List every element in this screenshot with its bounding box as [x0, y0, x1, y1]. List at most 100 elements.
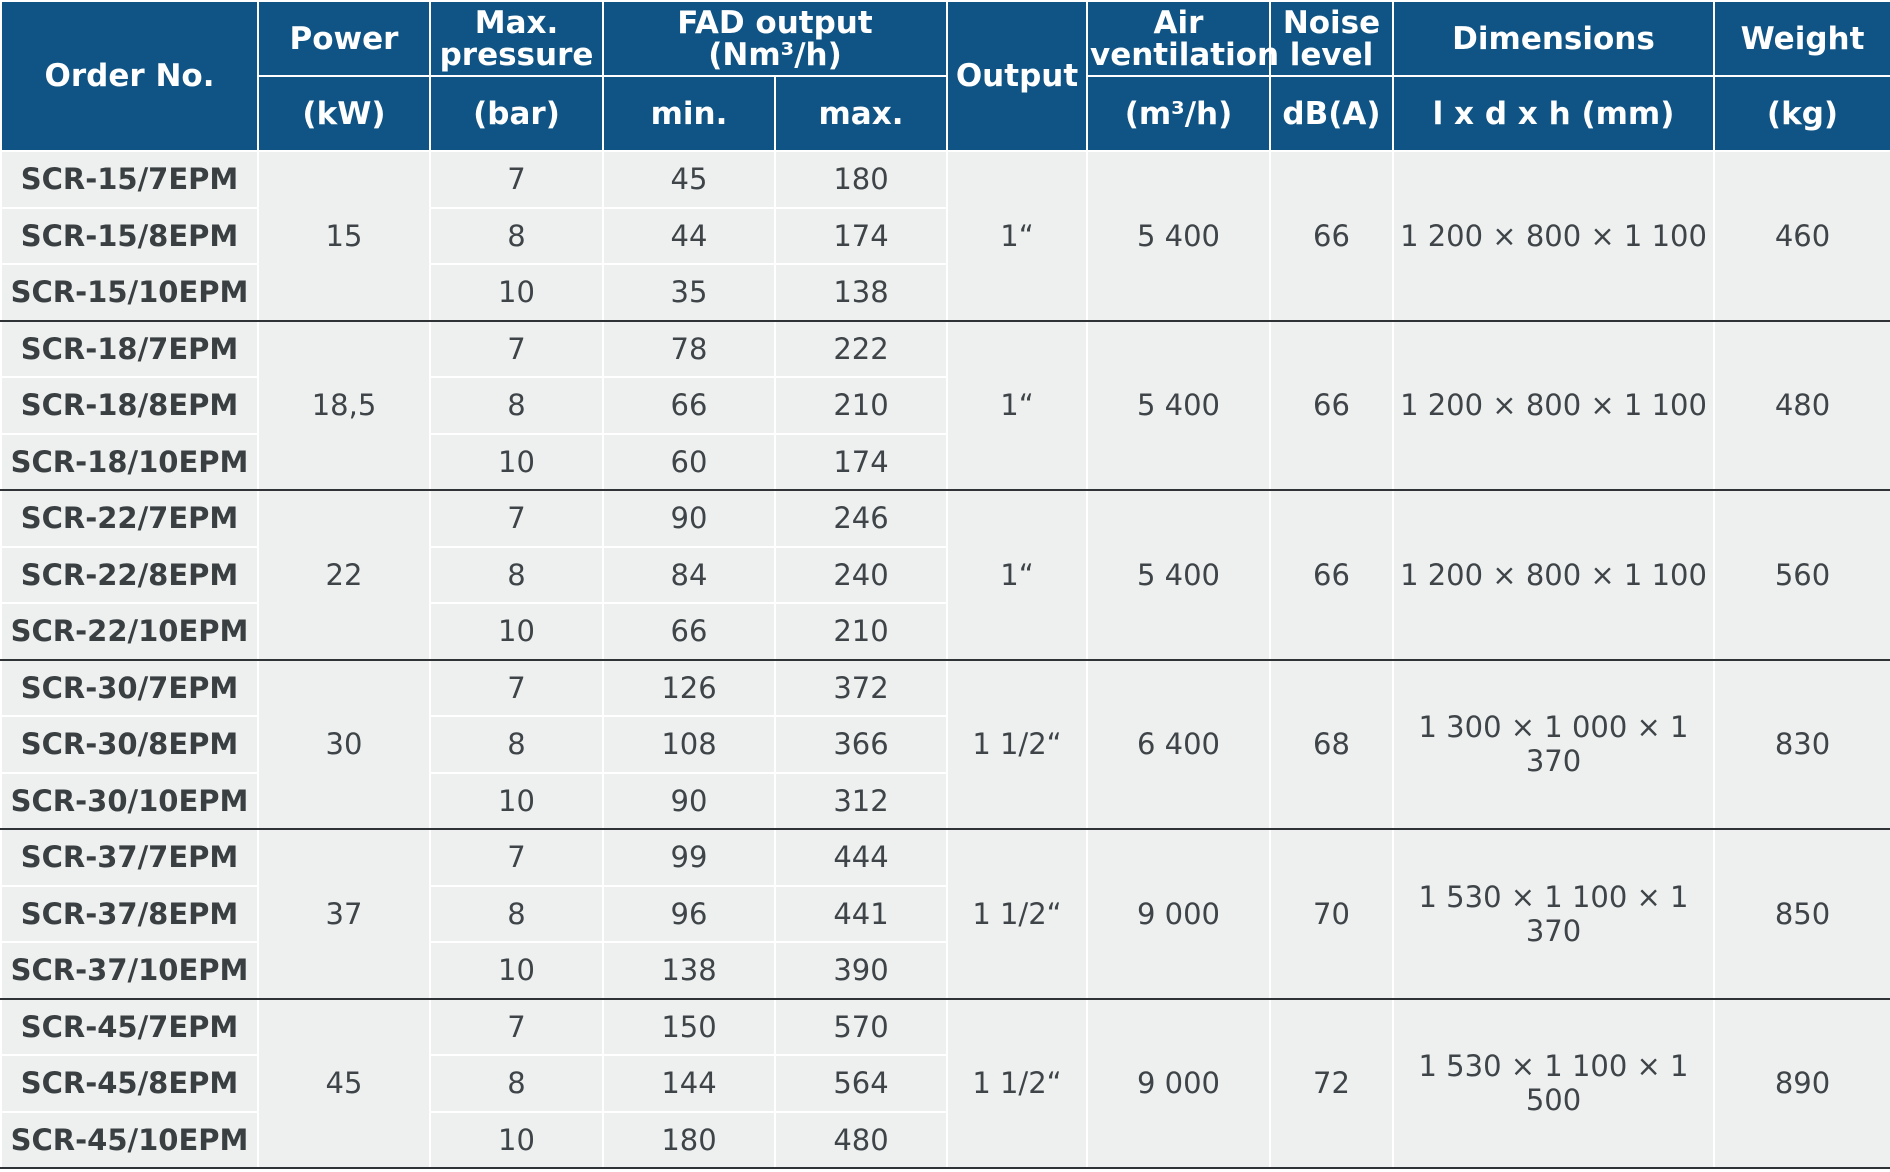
pressure-value: 8: [429, 207, 604, 265]
order-number: SCR-22/7EPM: [0, 490, 259, 548]
dimensions-value: 1 530 × 1 100 × 1 500: [1392, 998, 1715, 1169]
fad-min-value: 99: [602, 829, 776, 887]
fad-min-value: 96: [602, 885, 776, 943]
pressure-value: 7: [429, 320, 604, 378]
table-row: SCR-37/8EPM 8 96 441: [0, 885, 1890, 943]
fad-min-value: 138: [602, 942, 776, 1000]
header-max-pressure: Max. pressure: [429, 0, 604, 77]
table-row: SCR-37/7EPM 37 7 99 444 1 1/2“ 9 000 70 …: [0, 829, 1890, 1000]
dimensions-value: 1 530 × 1 100 × 1 370: [1392, 829, 1715, 1000]
fad-max-value: 246: [774, 490, 948, 548]
power-value: 30: [257, 659, 431, 830]
power-value: 37: [257, 829, 431, 1000]
table-row: SCR-45/10EPM 10 180 480: [0, 1111, 1890, 1169]
header-noise-unit: dB(A): [1269, 75, 1394, 152]
order-number: SCR-15/10EPM: [0, 264, 259, 322]
header-weight: Weight: [1713, 0, 1890, 77]
table-row: SCR-15/7EPM 15 7 45 180 1“ 5 400 66 1 20…: [0, 151, 1890, 322]
fad-max-value: 570: [774, 998, 948, 1056]
fad-min-value: 78: [602, 320, 776, 378]
pressure-value: 8: [429, 546, 604, 604]
table-row: SCR-45/7EPM 45 7 150 570 1 1/2“ 9 000 72…: [0, 998, 1890, 1169]
air-ventilation-value: 5 400: [1086, 151, 1271, 322]
output-value: 1 1/2“: [946, 829, 1088, 1000]
fad-min-value: 84: [602, 546, 776, 604]
output-value: 1“: [946, 320, 1088, 491]
fad-max-value: 174: [774, 207, 948, 265]
fad-min-value: 126: [602, 659, 776, 717]
table-header: Order No. Power Max. pressure FAD output …: [0, 0, 1890, 152]
weight-value: 460: [1713, 151, 1890, 322]
power-value: 15: [257, 151, 431, 322]
pressure-value: 7: [429, 490, 604, 548]
noise-value: 68: [1269, 659, 1394, 830]
header-pressure-unit: (bar): [429, 75, 604, 152]
table-row: SCR-37/10EPM 10 138 390: [0, 942, 1890, 1000]
order-number: SCR-37/10EPM: [0, 942, 259, 1000]
order-number: SCR-30/7EPM: [0, 659, 259, 717]
header-dimensions-unit: l x d x h (mm): [1392, 75, 1715, 152]
table-row: SCR-22/7EPM 22 7 90 246 1“ 5 400 66 1 20…: [0, 490, 1890, 661]
table-row: SCR-45/8EPM 8 144 564: [0, 1055, 1890, 1113]
table-row: SCR-15/10EPM 10 35 138: [0, 264, 1890, 322]
pressure-value: 8: [429, 716, 604, 774]
header-output: Output: [946, 0, 1088, 152]
fad-min-value: 90: [602, 490, 776, 548]
order-number: SCR-30/10EPM: [0, 772, 259, 830]
order-number: SCR-37/7EPM: [0, 829, 259, 887]
pressure-value: 10: [429, 1111, 604, 1169]
order-number: SCR-18/7EPM: [0, 320, 259, 378]
table-row: SCR-15/8EPM 8 44 174: [0, 207, 1890, 265]
header-power-unit: (kW): [257, 75, 431, 152]
output-value: 1 1/2“: [946, 659, 1088, 830]
table-row: SCR-18/7EPM 18,5 7 78 222 1“ 5 400 66 1 …: [0, 320, 1890, 491]
header-fad-max: max.: [774, 75, 948, 152]
weight-value: 850: [1713, 829, 1890, 1000]
header-air-ventilation: Air ventilation: [1086, 0, 1279, 77]
fad-min-value: 35: [602, 264, 776, 322]
output-value: 1“: [946, 490, 1088, 661]
fad-max-value: 210: [774, 377, 948, 435]
header-air-unit: (m³/h): [1086, 75, 1271, 152]
fad-max-value: 240: [774, 546, 948, 604]
pressure-value: 7: [429, 829, 604, 887]
fad-max-value: 564: [774, 1055, 948, 1113]
header-fad-min: min.: [602, 75, 776, 152]
fad-max-value: 222: [774, 320, 948, 378]
output-value: 1 1/2“: [946, 998, 1088, 1169]
table-row: SCR-22/8EPM 8 84 240: [0, 546, 1890, 604]
table-row: SCR-18/8EPM 8 66 210: [0, 377, 1890, 435]
order-number: SCR-22/10EPM: [0, 603, 259, 661]
fad-min-value: 144: [602, 1055, 776, 1113]
weight-value: 890: [1713, 998, 1890, 1169]
fad-min-value: 60: [602, 433, 776, 491]
dimensions-value: 1 300 × 1 000 × 1 370: [1392, 659, 1715, 830]
air-ventilation-value: 5 400: [1086, 320, 1271, 491]
dimensions-value: 1 200 × 800 × 1 100: [1392, 151, 1715, 322]
pressure-value: 10: [429, 264, 604, 322]
fad-min-value: 44: [602, 207, 776, 265]
fad-min-value: 66: [602, 377, 776, 435]
fad-min-value: 180: [602, 1111, 776, 1169]
pressure-value: 8: [429, 377, 604, 435]
order-number: SCR-45/8EPM: [0, 1055, 259, 1113]
weight-value: 560: [1713, 490, 1890, 661]
fad-max-value: 366: [774, 716, 948, 774]
header-noise-level: Noise level: [1269, 0, 1394, 77]
pressure-value: 10: [429, 603, 604, 661]
pressure-value: 8: [429, 885, 604, 943]
fad-min-value: 150: [602, 998, 776, 1056]
noise-value: 66: [1269, 320, 1394, 491]
fad-max-value: 390: [774, 942, 948, 1000]
fad-max-value: 210: [774, 603, 948, 661]
dimensions-value: 1 200 × 800 × 1 100: [1392, 320, 1715, 491]
air-ventilation-value: 6 400: [1086, 659, 1271, 830]
header-power: Power: [257, 0, 431, 77]
fad-min-value: 108: [602, 716, 776, 774]
fad-min-value: 66: [602, 603, 776, 661]
order-number: SCR-22/8EPM: [0, 546, 259, 604]
order-number: SCR-18/10EPM: [0, 433, 259, 491]
order-number: SCR-15/8EPM: [0, 207, 259, 265]
fad-max-value: 138: [774, 264, 948, 322]
